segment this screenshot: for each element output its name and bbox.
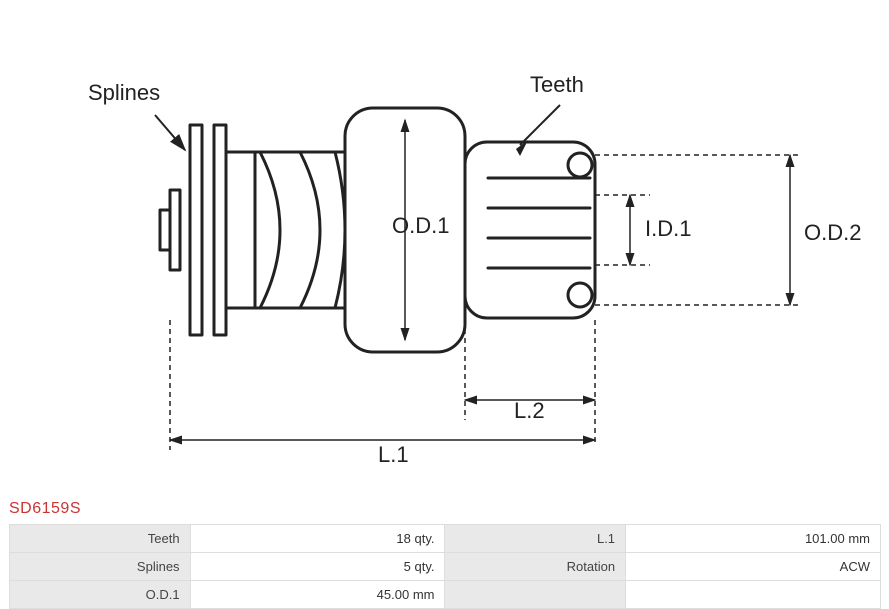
part-code: SD6159S (9, 500, 81, 518)
spec-value (626, 581, 881, 609)
spec-value: ACW (626, 553, 881, 581)
table-row: Splines 5 qty. Rotation ACW (10, 553, 881, 581)
label-teeth: Teeth (530, 72, 584, 97)
label-id1: I.D.1 (645, 216, 691, 241)
spec-label: O.D.1 (10, 581, 191, 609)
spec-label (445, 581, 626, 609)
spec-label: L.1 (445, 525, 626, 553)
label-l2: L.2 (514, 398, 545, 423)
spec-label: Rotation (445, 553, 626, 581)
technical-diagram: Splines Teeth O.D.1 I.D.1 O.D.2 L.1 L.2 (0, 0, 889, 490)
spec-label: Splines (10, 553, 191, 581)
spec-value: 5 qty. (190, 553, 445, 581)
spec-value: 101.00 mm (626, 525, 881, 553)
label-od2: O.D.2 (804, 220, 861, 245)
spec-table: Teeth 18 qty. L.1 101.00 mm Splines 5 qt… (9, 524, 881, 609)
table-row: O.D.1 45.00 mm (10, 581, 881, 609)
label-l1: L.1 (378, 442, 409, 467)
label-od1: O.D.1 (392, 213, 449, 238)
label-splines: Splines (88, 80, 160, 105)
spec-label: Teeth (10, 525, 191, 553)
table-row: Teeth 18 qty. L.1 101.00 mm (10, 525, 881, 553)
diagram-svg: Splines Teeth O.D.1 I.D.1 O.D.2 L.1 L.2 (0, 0, 889, 490)
spec-value: 45.00 mm (190, 581, 445, 609)
spec-value: 18 qty. (190, 525, 445, 553)
